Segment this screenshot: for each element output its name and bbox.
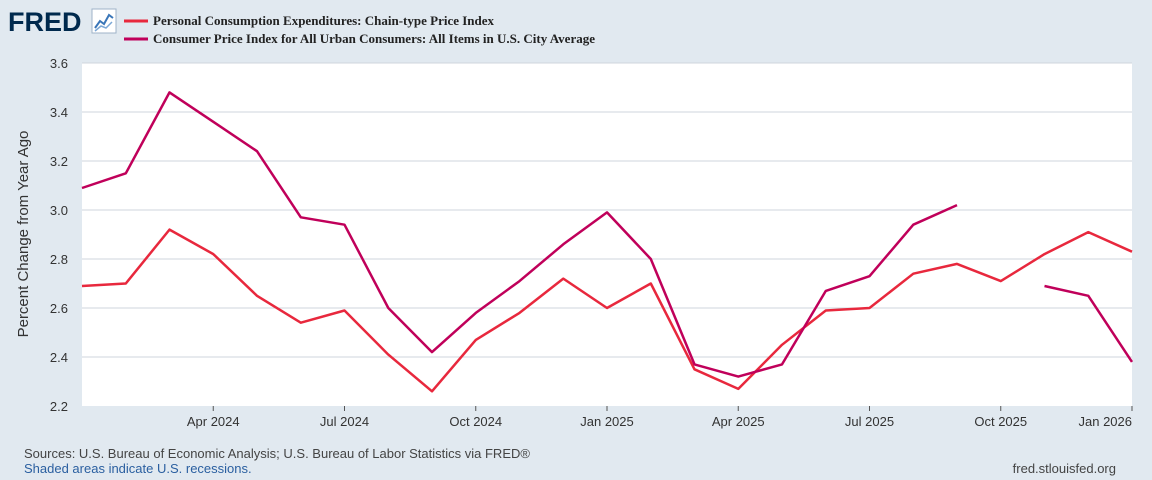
sources-note: Sources: U.S. Bureau of Economic Analysi… [24,446,530,461]
y-axis-ticks: 2.2 2.4 2.6 2.8 3.0 3.2 3.4 3.6 [50,56,68,414]
x-tick-label: Jan 2025 [580,414,634,429]
line-chart-icon [91,8,117,34]
y-tick-label: 3.6 [50,56,68,71]
series-line-cpi [81,91,958,378]
x-tick-label: Jul 2025 [845,414,894,429]
logo-text: FRED [8,7,82,37]
fred-logo[interactable]: FRED [8,7,117,37]
y-axis-label: Percent Change from Year Ago [15,131,32,338]
y-tick-label: 2.8 [50,252,68,267]
x-tick-label: Oct 2024 [449,414,502,429]
plot-area [82,63,1132,406]
legend: Personal Consumption Expenditures: Chain… [124,13,595,46]
y-tick-label: 2.6 [50,301,68,316]
y-tick-label: 2.2 [50,399,68,414]
series-lines [81,91,1134,393]
series-line-pce [81,228,1133,393]
legend-label-cpi: Consumer Price Index for All Urban Consu… [153,31,595,46]
legend-item-pce: Personal Consumption Expenditures: Chain… [124,13,495,28]
series-line-cpi [1044,284,1134,363]
y-tick-label: 3.2 [50,154,68,169]
recession-shading-note[interactable]: Shaded areas indicate U.S. recessions. [24,461,252,476]
y-tick-label: 3.4 [50,105,68,120]
y-tick-label: 3.0 [50,203,68,218]
x-tick-label: Apr 2025 [712,414,765,429]
y-tick-label: 2.4 [50,350,68,365]
x-tick-label: Apr 2024 [187,414,240,429]
x-tick-label: Oct 2025 [974,414,1027,429]
x-tick-label: Jan 2026 [1079,414,1133,429]
legend-label-pce: Personal Consumption Expenditures: Chain… [153,13,495,28]
x-tick-label: Jul 2024 [320,414,369,429]
gridlines [82,62,1132,358]
site-link[interactable]: fred.stlouisfed.org [1012,461,1116,476]
x-axis-ticks: Apr 2024 Jul 2024 Oct 2024 Jan 2025 Apr 2025… [187,406,1133,429]
legend-item-cpi: Consumer Price Index for All Urban Consu… [124,31,595,46]
